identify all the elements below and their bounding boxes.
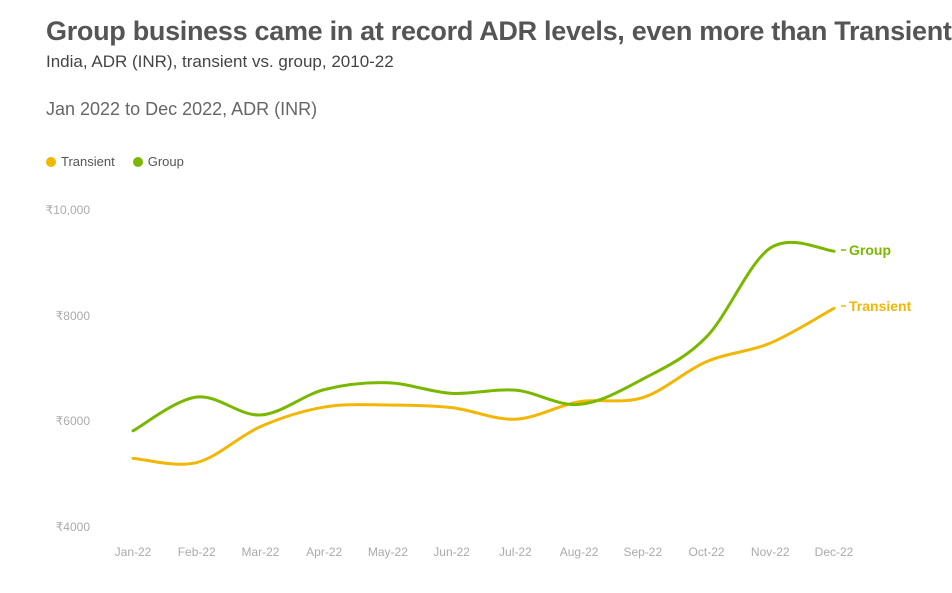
data-point-group[interactable] <box>829 246 839 256</box>
x-tick-label: Feb-22 <box>178 545 216 559</box>
data-point-group[interactable] <box>702 332 712 342</box>
data-point-group[interactable] <box>255 410 265 420</box>
chart-subtitle: India, ADR (INR), transient vs. group, 2… <box>46 52 394 71</box>
data-point-transient[interactable] <box>510 414 520 424</box>
legend-label-transient: Transient <box>61 154 115 169</box>
data-point-transient[interactable] <box>192 458 202 468</box>
data-point-group[interactable] <box>383 378 393 388</box>
x-tick-label: Dec-22 <box>815 545 854 559</box>
series-line-group[interactable] <box>131 240 836 433</box>
x-tick-label: Nov-22 <box>751 545 790 559</box>
x-tick-label: Jun-22 <box>433 545 470 559</box>
period-caption: Jan 2022 to Dec 2022, ADR (INR) <box>46 99 318 119</box>
x-tick-label: Apr-22 <box>306 545 342 559</box>
y-tick-label: ₹8000 <box>56 309 91 323</box>
data-point-group[interactable] <box>192 392 202 402</box>
x-tick-label: Jul-22 <box>499 545 532 559</box>
series-layer <box>128 240 839 468</box>
legend-dot-transient-icon <box>46 156 56 167</box>
data-point-transient[interactable] <box>447 403 457 413</box>
data-point-transient[interactable] <box>829 303 839 313</box>
y-tick-label: ₹6000 <box>56 414 91 428</box>
chart-title: Group business came in at record ADR lev… <box>46 16 952 46</box>
x-axis: Jan-22 Feb-22 Mar-22 Apr-22 May-22 Jun-22 Jul-… <box>115 545 854 559</box>
legend-dot-group-icon <box>132 156 143 167</box>
x-tick-label: May-22 <box>368 545 408 559</box>
x-tick-label: Aug-22 <box>560 545 599 559</box>
legend: Transient Group <box>46 154 184 169</box>
end-label-transient: Transient <box>849 298 912 314</box>
data-point-transient[interactable] <box>383 400 393 410</box>
data-point-group[interactable] <box>319 385 329 395</box>
end-labels: Group Transient <box>841 242 912 314</box>
x-tick-label: Jan-22 <box>115 545 152 559</box>
data-point-group[interactable] <box>574 399 584 409</box>
legend-item-group[interactable]: Group <box>132 154 184 169</box>
data-point-transient[interactable] <box>702 357 712 367</box>
data-point-transient[interactable] <box>638 393 648 403</box>
x-tick-label: Sep-22 <box>623 545 662 559</box>
data-point-group[interactable] <box>128 426 138 436</box>
y-tick-label: ₹10,000 <box>46 203 91 217</box>
data-point-group[interactable] <box>447 388 457 398</box>
data-point-group[interactable] <box>510 385 520 395</box>
data-point-transient[interactable] <box>128 453 138 463</box>
legend-label-group: Group <box>147 154 184 169</box>
data-point-group[interactable] <box>638 374 648 384</box>
series-line-transient[interactable] <box>131 306 836 466</box>
data-point-transient[interactable] <box>255 422 265 432</box>
data-point-transient[interactable] <box>765 338 775 348</box>
y-axis: ₹10,000 ₹8000 ₹6000 ₹4000 <box>46 203 91 534</box>
x-tick-label: Mar-22 <box>241 545 279 559</box>
end-label-group: Group <box>849 242 891 258</box>
x-tick-label: Oct-22 <box>689 545 725 559</box>
y-tick-label: ₹4000 <box>56 520 91 534</box>
data-point-group[interactable] <box>765 243 775 253</box>
legend-item-transient[interactable]: Transient <box>46 154 115 169</box>
data-point-transient[interactable] <box>319 402 329 412</box>
